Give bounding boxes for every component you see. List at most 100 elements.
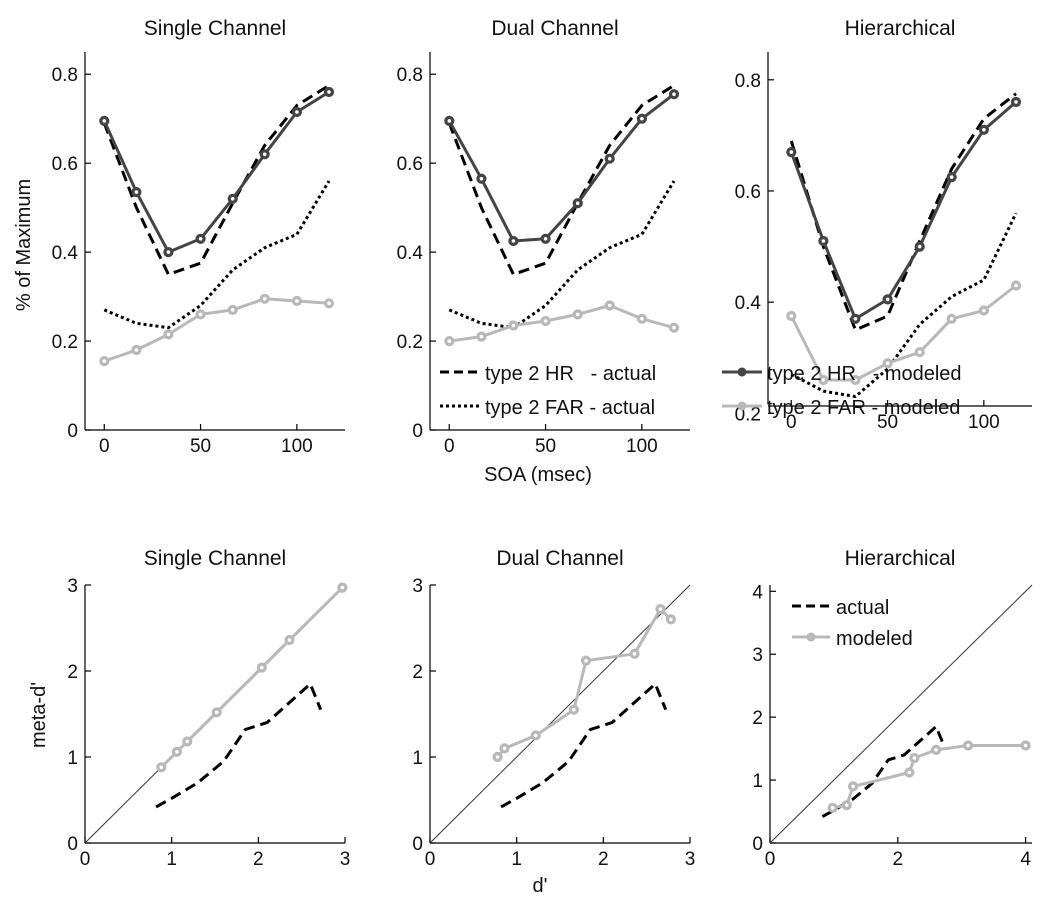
x-tick-label: 0 xyxy=(425,849,436,870)
top-y-axis-label: % of Maximum xyxy=(13,179,35,311)
data-point-center xyxy=(917,244,922,249)
data-point-center xyxy=(885,297,890,302)
data-point-center xyxy=(185,739,190,744)
y-tick-label: 0 xyxy=(412,834,423,855)
data-point-center xyxy=(853,378,858,382)
data-point-center xyxy=(821,239,826,243)
y-tick-label: 3 xyxy=(67,576,78,597)
y-tick-label: 3 xyxy=(752,645,763,666)
data-point-center xyxy=(853,317,858,321)
data-point-center xyxy=(575,312,580,317)
y-tick-label: 0 xyxy=(67,834,78,855)
series-line-type-2-hr-actual xyxy=(789,92,1017,332)
y-tick-label: 2 xyxy=(412,662,423,683)
data-point-center xyxy=(295,110,299,114)
data-point-center xyxy=(166,332,171,337)
y-tick-label: 0.8 xyxy=(397,65,423,86)
series-line-type-2-far-modeled xyxy=(449,304,675,343)
data-point-center xyxy=(672,325,676,330)
panel-top-dual-channel: 0 0.2 0.4 0.6 0.8 0 50 100 xyxy=(397,52,690,457)
data-point-center xyxy=(632,652,637,656)
data-point-center xyxy=(175,750,179,754)
x-tick-label: 100 xyxy=(281,436,313,457)
panel-title-top-dual: Dual Channel xyxy=(491,17,618,40)
legend-marker-modeled xyxy=(806,632,816,642)
data-point-center xyxy=(949,317,954,321)
data-point-center xyxy=(447,339,452,343)
data-point-center xyxy=(789,150,794,154)
y-tick-label: 4 xyxy=(752,582,763,603)
legend-marker-hr-modeled xyxy=(737,367,747,377)
data-point-center xyxy=(102,359,107,363)
x-tick-label: 100 xyxy=(968,412,1000,433)
data-point-center xyxy=(885,361,890,366)
data-point-center xyxy=(1023,743,1028,748)
data-point-center xyxy=(607,156,612,161)
top-x-axis-label: SOA (msec) xyxy=(484,464,592,486)
data-point-center xyxy=(584,658,588,663)
y-tick-label: 0 xyxy=(412,421,423,442)
data-point-center xyxy=(1014,283,1018,288)
legend-label-hr-actual: type 2 HR - actual xyxy=(485,363,656,385)
y-tick-label: 0.6 xyxy=(735,182,761,203)
data-point-center xyxy=(672,92,676,96)
data-point-center xyxy=(295,299,299,303)
data-point-center xyxy=(511,323,516,328)
data-point-center xyxy=(949,175,954,179)
x-tick-label: 50 xyxy=(190,436,211,457)
data-point-center xyxy=(572,707,576,712)
data-point-center xyxy=(166,250,171,254)
y-tick-label: 0.6 xyxy=(52,154,78,175)
legend-bottom: actual modeled xyxy=(792,597,913,650)
y-tick-label: 0 xyxy=(752,834,763,855)
x-tick-label: 4 xyxy=(1020,849,1031,870)
data-point-center xyxy=(479,176,484,181)
data-point-center xyxy=(1014,100,1018,104)
y-tick-label: 0 xyxy=(67,421,78,442)
data-point-center xyxy=(262,152,267,157)
data-point-center xyxy=(230,308,235,312)
data-point-center xyxy=(966,743,970,748)
x-tick-label: 0 xyxy=(765,849,776,870)
y-tick-label: 1 xyxy=(752,771,763,792)
data-point-center xyxy=(640,116,644,121)
data-point-center xyxy=(230,197,235,201)
series-line-type-2-hr-modeled xyxy=(447,93,675,243)
data-point-center xyxy=(912,756,917,760)
data-point-center xyxy=(658,607,663,611)
legend-label-actual: actual xyxy=(836,597,889,619)
data-point-center xyxy=(575,201,580,205)
data-point-center xyxy=(533,733,538,738)
series-line-type-2-far-actual xyxy=(790,212,1018,399)
series-line-actual xyxy=(821,725,946,818)
x-tick-label: 0 xyxy=(99,436,110,457)
x-tick-label: 50 xyxy=(535,436,556,457)
y-tick-label: 0.2 xyxy=(397,332,423,353)
panel-title-bottom-dual: Dual Channel xyxy=(496,547,623,570)
y-tick-label: 1 xyxy=(412,748,423,769)
data-point-center xyxy=(543,319,548,323)
x-tick-label: 3 xyxy=(685,849,696,870)
panel-bottom-single-channel: 0 1 2 3 0 1 2 3 xyxy=(67,576,350,870)
data-point-center xyxy=(447,119,452,123)
series-line-actual xyxy=(500,682,668,809)
panel-bottom-dual-channel: 0 1 2 3 0 1 2 3 xyxy=(412,576,695,870)
x-tick-label: 50 xyxy=(877,412,898,433)
panel-top-hierarchical: 0.20.40.60.80 50 100 xyxy=(735,52,1032,433)
data-point-center xyxy=(495,755,500,759)
x-tick-label: 0 xyxy=(786,412,797,433)
data-point-center xyxy=(198,312,203,317)
y-tick-label: 2 xyxy=(67,662,78,683)
data-point-center xyxy=(262,297,267,301)
y-tick-label: 1 xyxy=(67,748,78,769)
x-tick-label: 2 xyxy=(893,849,904,870)
identity-line xyxy=(429,584,691,844)
series-line-type-2-far-actual xyxy=(448,180,676,330)
data-point-center xyxy=(669,617,673,622)
data-point-center xyxy=(640,317,644,321)
x-tick-label: 0 xyxy=(80,849,91,870)
data-point-center xyxy=(479,334,484,339)
series-line-type-2-hr-modeled xyxy=(789,100,1017,321)
series-line-type-2-hr-actual xyxy=(102,84,330,276)
series-line-modeled xyxy=(832,744,1026,810)
